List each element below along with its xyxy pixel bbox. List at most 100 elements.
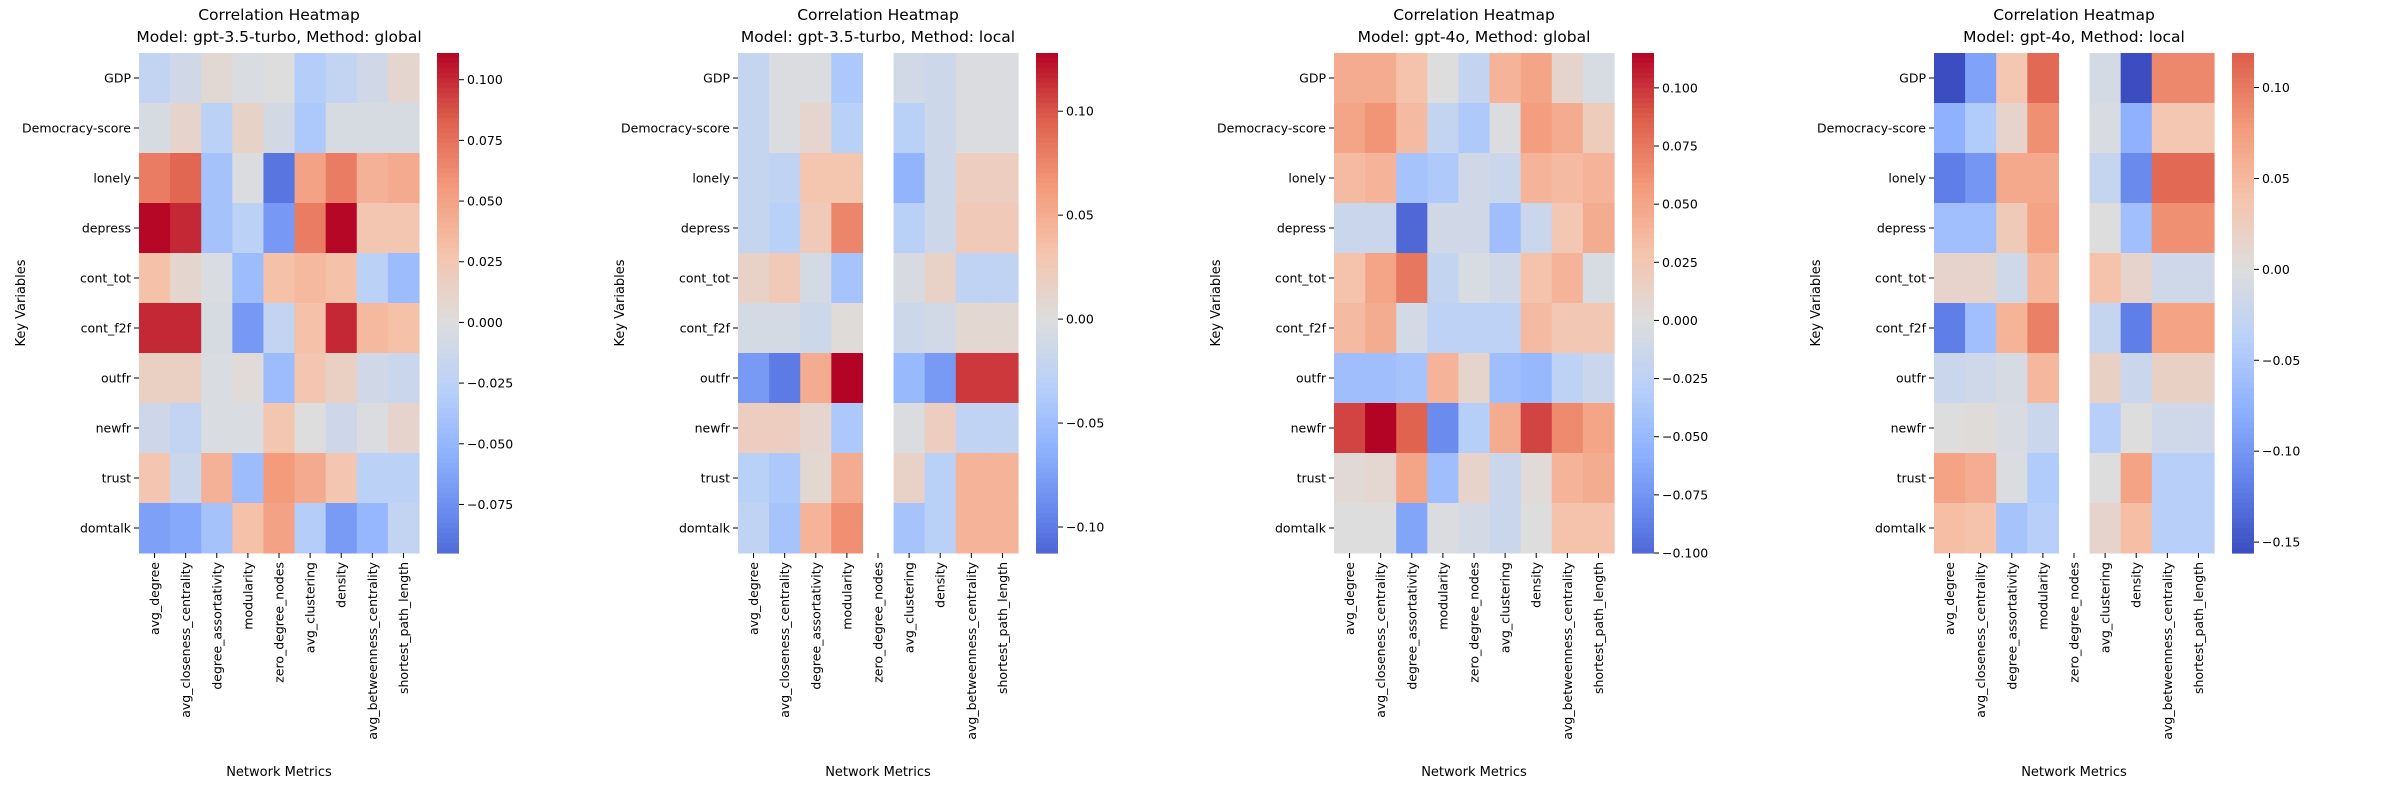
- colorbar-segment: [1036, 283, 1058, 289]
- colorbar-segment: [2232, 338, 2254, 344]
- heatmap-cell: [800, 203, 832, 254]
- colorbar-tick-label: 0.100: [467, 72, 503, 87]
- heatmap-cell: [2182, 153, 2215, 204]
- colorbar-segment: [437, 118, 459, 124]
- colorbar-segment: [1632, 443, 1654, 449]
- y-tick-label: GDP: [1299, 71, 1326, 86]
- colorbar-segment: [2232, 303, 2254, 309]
- heatmap-cell: [2089, 203, 2122, 254]
- heatmap-cell: [1427, 103, 1460, 154]
- heatmap-cell: [769, 403, 801, 454]
- heatmap-cell: [738, 203, 770, 254]
- colorbar-segment: [1632, 53, 1654, 59]
- colorbar-segment: [437, 488, 459, 494]
- x-tick-label: avg_clustering: [1498, 562, 1513, 653]
- colorbar-segment: [1632, 63, 1654, 69]
- colorbar-segment: [1632, 358, 1654, 364]
- colorbar-segment: [1036, 63, 1058, 69]
- colorbar-segment: [1036, 58, 1058, 64]
- heatmap-cell: [1396, 453, 1428, 504]
- heatmap-cell: [294, 353, 327, 404]
- heatmap-cell: [1489, 303, 1522, 354]
- x-tick-label: avg_betweenness_centrality: [365, 561, 380, 739]
- heatmap-cell: [232, 253, 265, 304]
- heatmap-cell: [201, 103, 233, 154]
- heatmap-cell: [1334, 103, 1366, 154]
- colorbar-segment: [437, 348, 459, 354]
- colorbar-segment: [437, 268, 459, 274]
- colorbar-segment: [1632, 343, 1654, 349]
- colorbar-segment: [1632, 418, 1654, 424]
- colorbar-segment: [2232, 103, 2254, 109]
- heatmap-cell: [1520, 503, 1553, 554]
- colorbar-segment: [2232, 518, 2254, 524]
- y-tick-label: cont_tot: [80, 271, 131, 286]
- heatmap-cell: [2089, 153, 2122, 204]
- heatmap-cell: [294, 53, 327, 104]
- colorbar-segment: [1632, 88, 1654, 94]
- colorbar-segment: [1632, 433, 1654, 439]
- heatmap-cell: [893, 53, 926, 104]
- colorbar-segment: [2232, 98, 2254, 104]
- colorbar-segment: [1036, 528, 1058, 534]
- heatmap-cell: [356, 203, 389, 254]
- colorbar-segment: [1632, 78, 1654, 84]
- heatmap-cell: [170, 503, 202, 554]
- colorbar-segment: [437, 313, 459, 319]
- colorbar-segment: [437, 193, 459, 199]
- colorbar-segment: [1632, 243, 1654, 249]
- colorbar-segment: [437, 128, 459, 134]
- heatmap-panel-1: Correlation Heatmap Model: gpt-3.5-turbo,…: [14, 6, 513, 780]
- colorbar-segment: [1036, 468, 1058, 474]
- colorbar-segment: [1036, 348, 1058, 354]
- colorbar-segment: [437, 433, 459, 439]
- heatmap-cell: [356, 303, 389, 354]
- colorbar-segment: [1632, 453, 1654, 459]
- colorbar-segment: [1632, 483, 1654, 489]
- heatmap-cell: [2120, 353, 2153, 404]
- colorbar-segment: [437, 198, 459, 204]
- colorbar-segment: [437, 443, 459, 449]
- colorbar-segment: [437, 98, 459, 104]
- colorbar-segment: [437, 368, 459, 374]
- colorbar-segment: [2232, 253, 2254, 259]
- heatmap-cell: [1365, 453, 1397, 504]
- heatmap-cell: [1996, 403, 2028, 454]
- x-axis-label: Network Metrics: [1421, 765, 1527, 780]
- colorbar-segment: [437, 428, 459, 434]
- colorbar-segment: [2232, 428, 2254, 434]
- heatmap-cell: [201, 353, 233, 404]
- heatmap-cell: [170, 453, 202, 504]
- colorbar-segment: [2232, 378, 2254, 384]
- heatmap-cell: [2182, 503, 2215, 554]
- heatmap-cell: [738, 453, 770, 504]
- colorbar-segment: [2232, 223, 2254, 229]
- colorbar-segment: [437, 498, 459, 504]
- heatmap-cell: [1934, 253, 1966, 304]
- colorbar-segment: [437, 253, 459, 259]
- heatmap-cell: [356, 453, 389, 504]
- y-tick-label: depress: [1877, 221, 1926, 236]
- heatmap-cell: [263, 203, 296, 254]
- heatmap-cell: [738, 253, 770, 304]
- colorbar-segment: [437, 218, 459, 224]
- heatmap-cell: [2182, 53, 2215, 104]
- y-tick-label: Democracy-score: [1217, 121, 1326, 136]
- heatmap-cell: [1965, 353, 1997, 404]
- colorbar-segment: [1632, 313, 1654, 319]
- colorbar-segment: [2232, 228, 2254, 234]
- heatmap-cell: [2027, 303, 2060, 354]
- colorbar-segment: [437, 238, 459, 244]
- heatmap-cell: [1365, 53, 1397, 104]
- x-tick-label: density: [334, 561, 349, 607]
- colorbar-segment: [437, 403, 459, 409]
- colorbar-segment: [1036, 303, 1058, 309]
- heatmap-cell: [893, 403, 926, 454]
- colorbar-segment: [437, 473, 459, 479]
- colorbar-segment: [1036, 213, 1058, 219]
- heatmap-cell: [1334, 403, 1366, 454]
- chart-title: Correlation Heatmap: [1393, 6, 1555, 24]
- heatmap-cell: [1996, 103, 2028, 154]
- colorbar-segment: [437, 423, 459, 429]
- colorbar-segment: [437, 458, 459, 464]
